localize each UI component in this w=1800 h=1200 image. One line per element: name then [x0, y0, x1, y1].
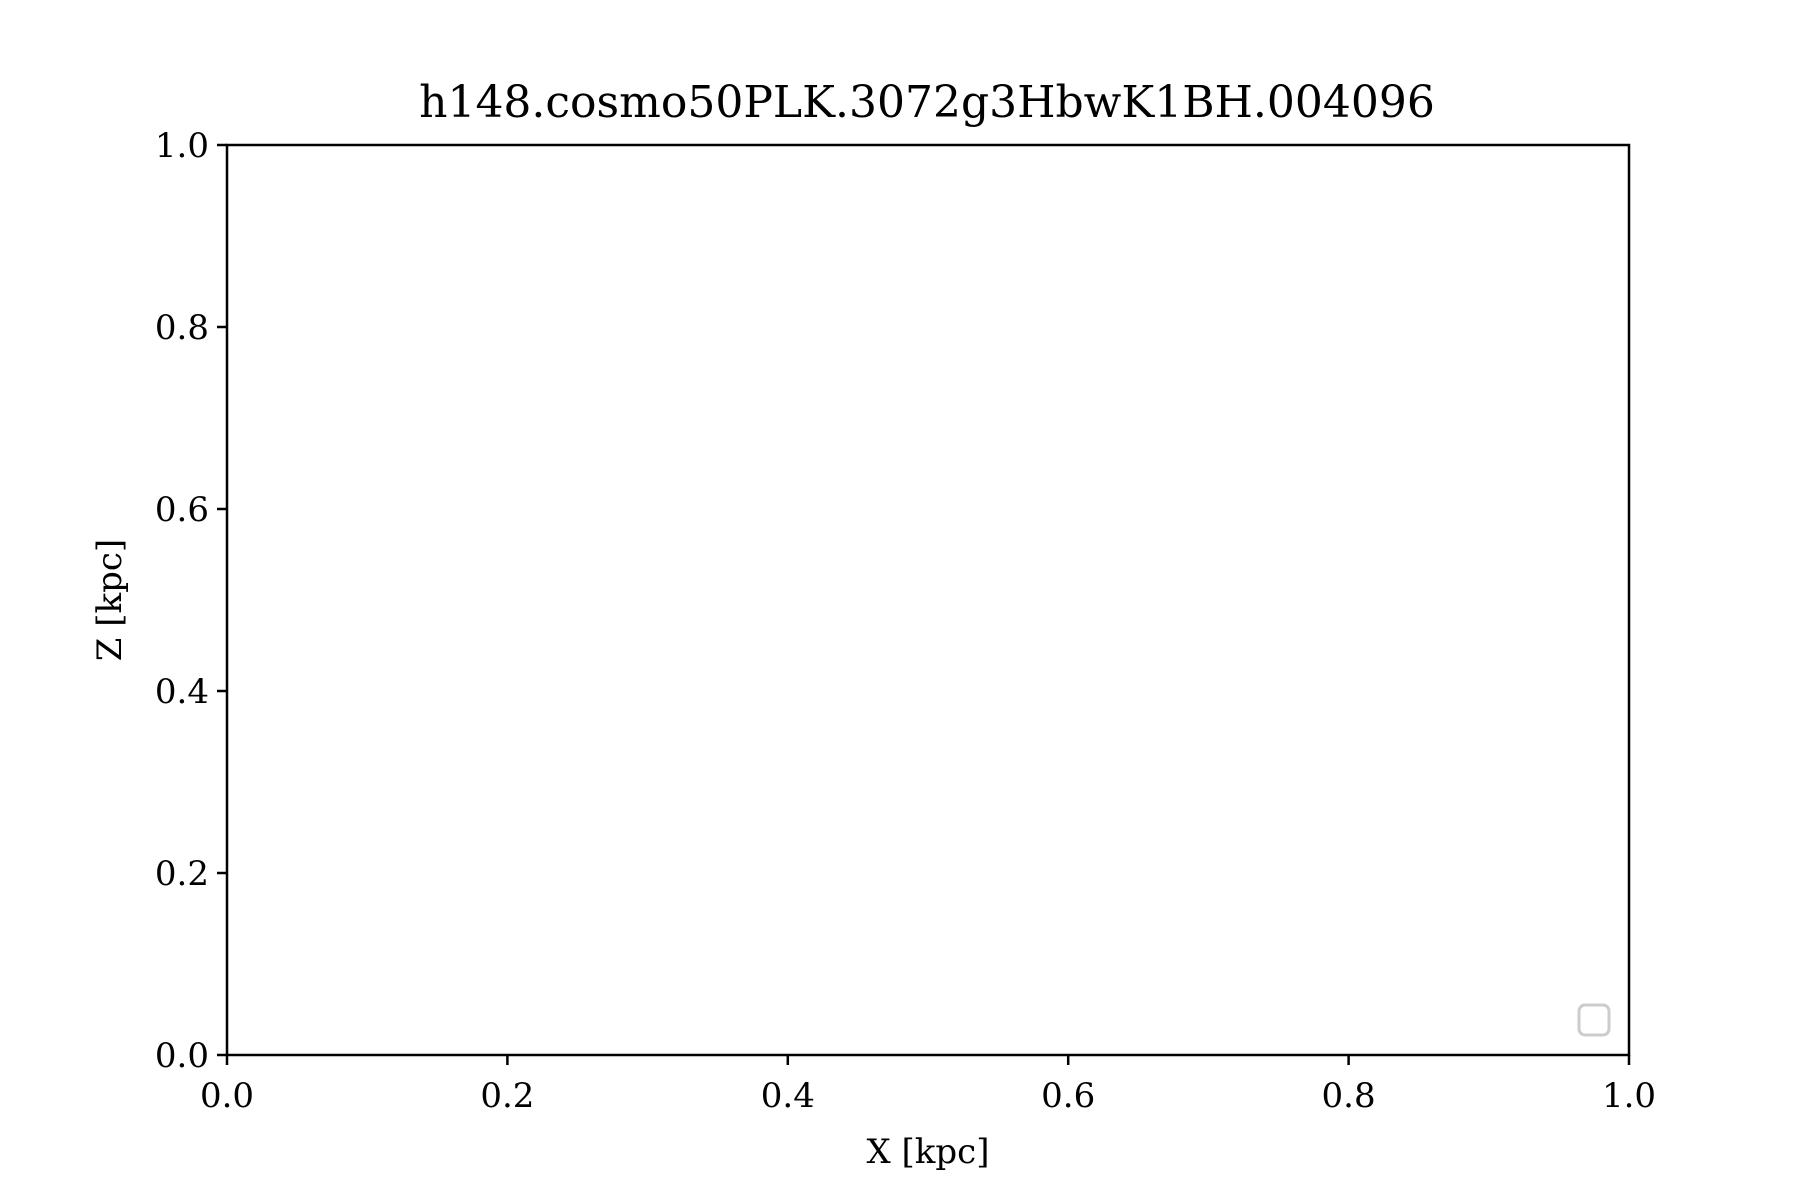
y-tick-label: 0.4: [155, 672, 209, 712]
x-tick-label: 0.8: [1322, 1076, 1376, 1116]
tick-layer: 0.0 0.2 0.4 0.6 0.8 1.0 0.0 0.2 0.4 0.6 0.8 1.0: [155, 126, 1656, 1116]
legend-box: [1577, 1003, 1611, 1037]
x-tick-label: 0.4: [761, 1076, 815, 1116]
plot-area: [225, 143, 1631, 1057]
y-tick-label: 0.0: [155, 1036, 209, 1076]
x-tick-label: 0.0: [200, 1076, 254, 1116]
y-tick-label: 1.0: [155, 126, 209, 166]
y-tick-label: 0.2: [155, 854, 209, 894]
x-tick-label: 0.2: [480, 1076, 534, 1116]
x-tick-label: 0.6: [1041, 1076, 1095, 1116]
x-tick-label: 1.0: [1602, 1076, 1656, 1116]
y-tick-label: 0.8: [155, 308, 209, 348]
chart-title: h148.cosmo50PLK.3072g3HbwK1BH.004096: [419, 77, 1435, 128]
x-axis-label: X [kpc]: [867, 1132, 990, 1172]
y-axis-label: Z [kpc]: [90, 539, 130, 661]
y-tick-label: 0.6: [155, 490, 209, 530]
